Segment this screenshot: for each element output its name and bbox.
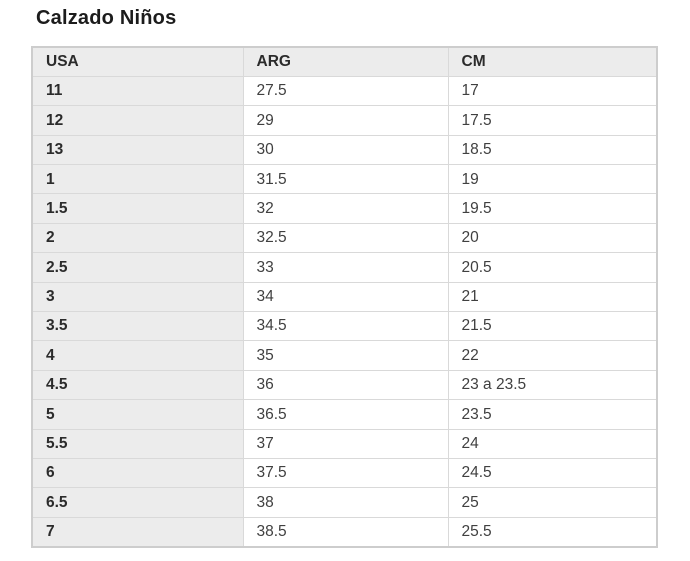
table-row: 4.5 36 23 a 23.5 [31, 369, 658, 401]
cell-arg: 35 [242, 340, 449, 371]
cell-cm: 19 [447, 164, 658, 195]
cell-arg: 27.5 [242, 75, 449, 107]
cell-usa: 7 [31, 516, 244, 548]
size-conversion-table: USA ARG CM 11 27.5 17 12 29 17.5 13 30 1… [31, 46, 658, 548]
column-header-arg: ARG [242, 46, 449, 77]
cell-arg: 32 [242, 193, 449, 224]
cell-cm: 20 [447, 222, 658, 254]
cell-usa: 3 [31, 281, 244, 313]
cell-cm: 17 [447, 75, 658, 107]
cell-usa: 13 [31, 134, 244, 166]
table-row: 3.5 34.5 21.5 [31, 311, 658, 342]
table-row: 2 32.5 20 [31, 222, 658, 254]
cell-arg: 38 [242, 487, 449, 518]
cell-usa: 1.5 [31, 193, 244, 224]
cell-arg: 36 [242, 369, 449, 401]
cell-cm: 23 a 23.5 [447, 369, 658, 401]
cell-usa: 12 [31, 105, 244, 136]
cell-usa: 5 [31, 399, 244, 430]
cell-arg: 29 [242, 105, 449, 136]
table-row: 1 31.5 19 [31, 164, 658, 195]
cell-cm: 20.5 [447, 252, 658, 283]
table-header: USA ARG CM [31, 46, 658, 77]
cell-cm: 17.5 [447, 105, 658, 136]
cell-usa: 2 [31, 222, 244, 254]
cell-arg: 33 [242, 252, 449, 283]
cell-usa: 1 [31, 164, 244, 195]
table-row: 4 35 22 [31, 340, 658, 371]
cell-cm: 24.5 [447, 457, 658, 489]
cell-cm: 19.5 [447, 193, 658, 224]
cell-arg: 36.5 [242, 399, 449, 430]
cell-usa: 6 [31, 457, 244, 489]
table-row: 11 27.5 17 [31, 75, 658, 107]
cell-arg: 31.5 [242, 164, 449, 195]
cell-cm: 22 [447, 340, 658, 371]
cell-cm: 24 [447, 428, 658, 459]
page-title: Calzado Niños [36, 7, 177, 29]
table-row: 2.5 33 20.5 [31, 252, 658, 283]
cell-arg: 38.5 [242, 516, 449, 548]
cell-arg: 34 [242, 281, 449, 313]
table-row: 7 38.5 25.5 [31, 516, 658, 548]
cell-usa: 11 [31, 75, 244, 107]
cell-cm: 23.5 [447, 399, 658, 430]
cell-usa: 2.5 [31, 252, 244, 283]
cell-cm: 25 [447, 487, 658, 518]
header-row: USA ARG CM [31, 46, 658, 77]
table-body: 11 27.5 17 12 29 17.5 13 30 18.5 1 31.5 … [31, 75, 658, 548]
cell-usa: 4 [31, 340, 244, 371]
cell-cm: 18.5 [447, 134, 658, 166]
cell-arg: 37 [242, 428, 449, 459]
table-row: 1.5 32 19.5 [31, 193, 658, 224]
table-row: 6 37.5 24.5 [31, 457, 658, 489]
cell-arg: 37.5 [242, 457, 449, 489]
cell-cm: 21 [447, 281, 658, 313]
cell-cm: 21.5 [447, 311, 658, 342]
table-row: 12 29 17.5 [31, 105, 658, 136]
cell-arg: 32.5 [242, 222, 449, 254]
table-row: 13 30 18.5 [31, 134, 658, 166]
cell-usa: 5.5 [31, 428, 244, 459]
cell-usa: 6.5 [31, 487, 244, 518]
cell-cm: 25.5 [447, 516, 658, 548]
cell-arg: 34.5 [242, 311, 449, 342]
column-header-cm: CM [447, 46, 658, 77]
table-row: 5 36.5 23.5 [31, 399, 658, 430]
table-row: 6.5 38 25 [31, 487, 658, 518]
cell-arg: 30 [242, 134, 449, 166]
cell-usa: 4.5 [31, 369, 244, 401]
table-row: 3 34 21 [31, 281, 658, 313]
cell-usa: 3.5 [31, 311, 244, 342]
table-row: 5.5 37 24 [31, 428, 658, 459]
column-header-usa: USA [31, 46, 244, 77]
